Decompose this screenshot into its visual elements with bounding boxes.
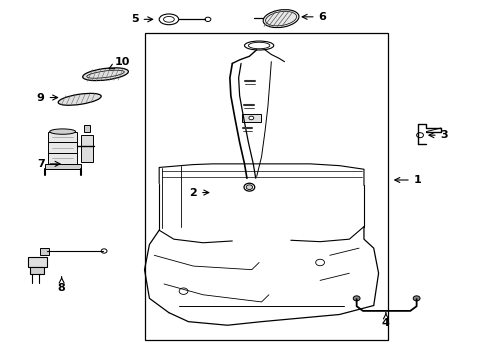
Ellipse shape <box>245 185 252 189</box>
Circle shape <box>416 133 423 138</box>
Text: 2: 2 <box>189 188 208 198</box>
Bar <box>40 248 49 255</box>
Bar <box>44 164 81 169</box>
Ellipse shape <box>82 68 128 81</box>
Text: 7: 7 <box>37 159 60 169</box>
Circle shape <box>248 116 253 120</box>
Bar <box>242 114 260 122</box>
Text: 1: 1 <box>394 175 421 185</box>
Text: 10: 10 <box>109 57 130 69</box>
Bar <box>30 267 43 274</box>
Circle shape <box>352 296 359 301</box>
Circle shape <box>412 296 419 301</box>
Text: 4: 4 <box>381 313 389 328</box>
Ellipse shape <box>263 10 298 28</box>
Text: 6: 6 <box>302 12 326 22</box>
Bar <box>27 257 47 267</box>
Text: 8: 8 <box>58 277 65 293</box>
Bar <box>48 132 77 142</box>
Bar <box>81 135 93 162</box>
Bar <box>48 153 77 164</box>
Ellipse shape <box>50 129 75 134</box>
Bar <box>144 33 387 339</box>
Text: 5: 5 <box>131 14 152 24</box>
Bar <box>83 125 90 132</box>
Bar <box>48 142 77 153</box>
Text: 9: 9 <box>37 93 58 103</box>
Text: 3: 3 <box>428 130 447 140</box>
Ellipse shape <box>58 93 101 105</box>
